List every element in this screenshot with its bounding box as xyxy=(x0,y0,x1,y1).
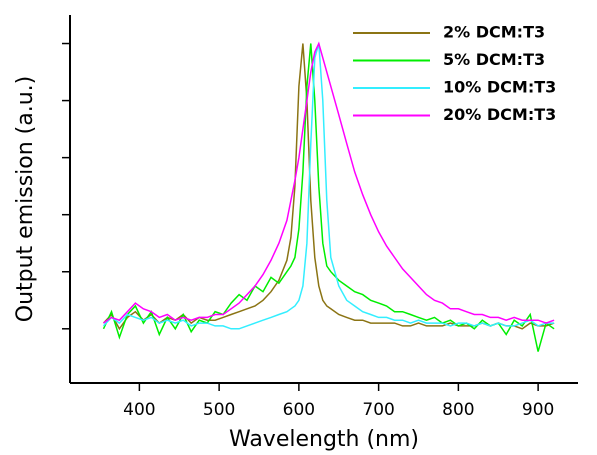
x-tick-label: 800 xyxy=(442,400,474,420)
legend-label: 10% DCM:T3 xyxy=(443,78,556,97)
legend-label: 5% DCM:T3 xyxy=(443,50,545,69)
legend-label: 2% DCM:T3 xyxy=(443,23,545,42)
x-tick-label: 600 xyxy=(283,400,315,420)
legend-label: 20% DCM:T3 xyxy=(443,105,556,124)
y-axis-title: Output emission (a.u.) xyxy=(13,76,38,323)
data-line xyxy=(102,43,555,352)
data-line xyxy=(103,41,555,324)
x-tick-label: 500 xyxy=(203,400,235,420)
x-axis-title: Wavelength (nm) xyxy=(229,427,419,452)
data-line xyxy=(102,43,555,331)
x-tick-label: 900 xyxy=(522,400,554,420)
x-tick-label: 700 xyxy=(362,400,394,420)
x-tick-label: 400 xyxy=(123,400,155,420)
